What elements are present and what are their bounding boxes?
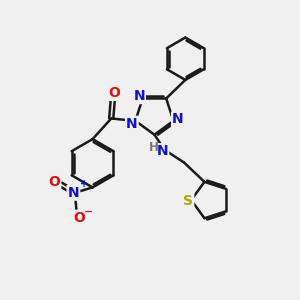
Text: O: O xyxy=(108,86,120,100)
Text: O: O xyxy=(73,211,85,225)
Text: +: + xyxy=(80,179,88,189)
Text: O: O xyxy=(48,175,60,189)
Text: S: S xyxy=(183,194,193,208)
Text: N: N xyxy=(157,144,168,158)
Text: H: H xyxy=(148,141,158,154)
Text: N: N xyxy=(68,186,79,200)
Text: N: N xyxy=(172,112,184,126)
Text: N: N xyxy=(126,117,138,131)
Text: N: N xyxy=(133,89,145,103)
Text: −: − xyxy=(84,207,93,217)
